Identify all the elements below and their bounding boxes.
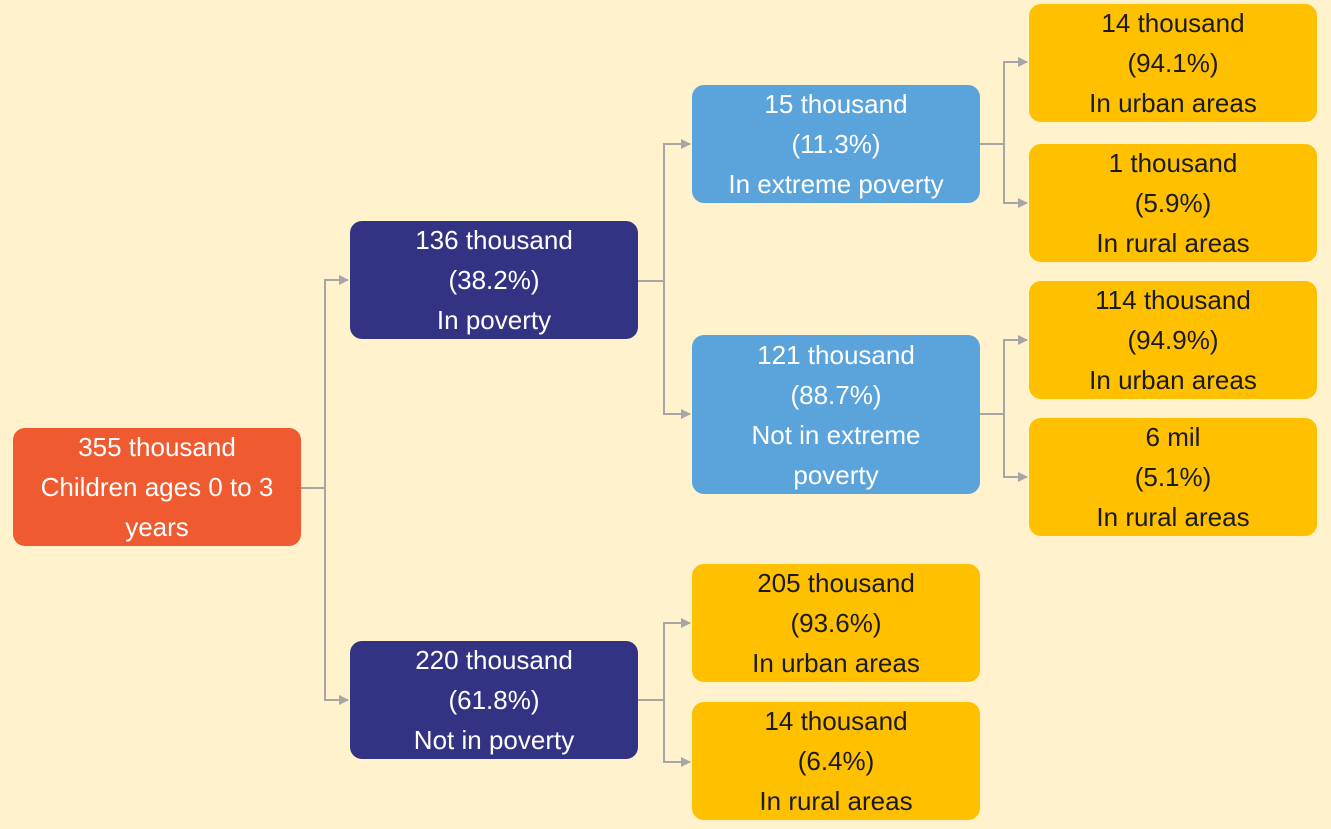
node-label: poverty — [793, 459, 879, 490]
node-value: 136 thousand — [415, 225, 573, 255]
node-value: 14 thousand — [764, 706, 908, 736]
connector-not-poverty-to-rural — [663, 700, 691, 767]
node-percent: (94.9%) — [1127, 325, 1219, 355]
node-percent: (94.1%) — [1127, 48, 1219, 78]
node-label: Not in extreme — [751, 419, 921, 450]
node-not-extreme-urban: 114 thousand (94.9%) In urban areas — [1029, 281, 1317, 399]
connector-not-poverty-to-urban — [638, 618, 691, 701]
node-label: In urban areas — [1089, 88, 1257, 118]
connector-in-poverty-to-extreme — [638, 139, 691, 282]
node-value: 1 thousand — [1108, 148, 1238, 178]
node-value: 114 thousand — [1095, 285, 1251, 315]
node-extreme-poverty: 15 thousand (11.3%) In extreme poverty — [692, 85, 980, 203]
connector-extreme-to-rural — [1003, 144, 1028, 208]
node-percent: (61.8%) — [448, 685, 540, 715]
node-value: 15 thousand — [764, 89, 908, 119]
node-not-poverty-rural: 14 thousand (6.4%) In rural areas — [692, 702, 980, 820]
node-percent: (5.9%) — [1134, 188, 1212, 218]
node-label: years — [125, 512, 189, 542]
node-not-in-poverty: 220 thousand (61.8%) Not in poverty — [350, 641, 638, 759]
node-not-extreme-poverty: 121 thousand (88.7%) Not in extreme pove… — [692, 335, 980, 494]
node-not-poverty-urban: 205 thousand (93.6%) In urban areas — [692, 564, 980, 682]
node-percent: (11.3%) — [791, 129, 881, 159]
connector-not-extreme-to-urban — [980, 335, 1028, 415]
node-extreme-rural: 1 thousand (5.9%) In rural areas — [1029, 144, 1317, 262]
node-label: In rural areas — [1096, 502, 1250, 532]
node-percent: (38.2%) — [448, 265, 540, 295]
node-label: Not in poverty — [413, 725, 575, 755]
connector-in-poverty-to-not-extreme — [663, 281, 691, 419]
connector-root-to-not-in-poverty — [324, 488, 349, 705]
node-value: 14 thousand — [1101, 8, 1245, 38]
node-extreme-urban: 14 thousand (94.1%) In urban areas — [1029, 4, 1317, 122]
node-value: 6 mil — [1145, 422, 1201, 452]
node-label: In urban areas — [752, 648, 920, 678]
node-children-total: 355 thousand Children ages 0 to 3 years — [13, 428, 301, 546]
connector-not-extreme-to-rural — [1003, 414, 1028, 482]
node-percent: (6.4%) — [797, 746, 875, 776]
node-label: Children ages 0 to 3 — [40, 472, 274, 502]
node-percent: (5.1%) — [1134, 462, 1212, 492]
node-percent: (88.7%) — [790, 379, 882, 410]
node-label: In poverty — [436, 305, 552, 335]
node-label: In rural areas — [1096, 228, 1250, 258]
node-label: In rural areas — [759, 786, 913, 816]
node-value: 205 thousand — [757, 568, 915, 598]
node-label: In extreme poverty — [728, 169, 944, 199]
node-value: 121 thousand — [757, 339, 915, 370]
node-value: 355 thousand — [78, 432, 236, 462]
connector-extreme-to-urban — [980, 57, 1028, 145]
node-percent: (93.6%) — [790, 608, 882, 638]
node-value: 220 thousand — [415, 645, 573, 675]
node-in-poverty: 136 thousand (38.2%) In poverty — [350, 221, 638, 339]
node-label: In urban areas — [1089, 365, 1257, 395]
connector-root-to-in-poverty — [301, 275, 349, 489]
node-not-extreme-rural: 6 mil (5.1%) In rural areas — [1029, 418, 1317, 536]
